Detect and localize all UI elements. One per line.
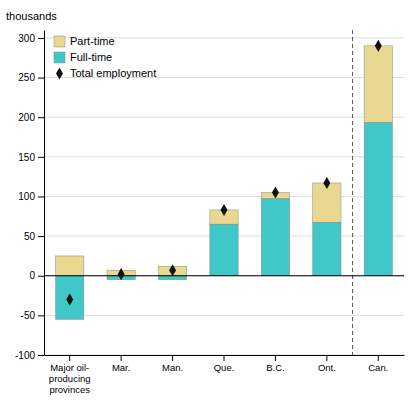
x-tick-mark — [121, 355, 122, 361]
y-tick: 50 — [24, 231, 44, 242]
bar — [364, 123, 392, 276]
x-tick-mark — [172, 355, 173, 361]
legend-swatch — [54, 36, 65, 47]
y-tick-label: -100 — [15, 350, 35, 361]
marker — [221, 204, 228, 216]
grid-line — [44, 315, 404, 316]
x-tick: Que. — [214, 355, 235, 373]
chart: -100 -50 0 50 100 150 200 250 300 Major oil-produ… — [0, 0, 416, 417]
bar — [210, 224, 238, 276]
y-tick: 100 — [18, 191, 44, 202]
point-series — [66, 40, 382, 306]
marker — [272, 186, 279, 198]
x-axis: Major oil-producingprovinces Mar. Man. Que.… — [45, 355, 405, 395]
x-tick-label: Can. — [368, 362, 388, 373]
y-tick-label: 150 — [18, 152, 35, 163]
bar-series — [56, 46, 393, 276]
y-axis-title: thousands — [6, 10, 57, 22]
marker — [375, 40, 382, 52]
y-axis: -100 -50 0 50 100 150 200 250 300 — [15, 31, 45, 361]
y-tick-mark — [38, 315, 44, 316]
y-tick: 150 — [18, 152, 44, 163]
y-tick-mark — [38, 78, 44, 79]
x-tick: Ont. — [318, 355, 336, 373]
y-tick-mark — [38, 236, 44, 237]
x-tick-mark — [224, 355, 225, 361]
x-tick-mark — [69, 355, 70, 361]
y-tick-mark — [38, 276, 44, 277]
bar — [261, 199, 289, 276]
x-tick-mark — [275, 355, 276, 361]
separator — [352, 30, 353, 355]
y-tick-label: 250 — [18, 72, 35, 83]
y-tick-mark — [38, 117, 44, 118]
y-tick-label: -50 — [21, 310, 36, 321]
bar — [56, 276, 84, 320]
grid-line — [44, 117, 404, 118]
bar-series — [56, 123, 393, 320]
y-tick-mark — [38, 157, 44, 158]
y-tick: 300 — [18, 33, 44, 44]
x-tick: Major oil-producingprovinces — [49, 355, 91, 395]
x-tick-label: Major oil-producingprovinces — [49, 362, 91, 395]
x-tick-label: Mar. — [112, 362, 130, 373]
x-tick: Man. — [162, 355, 183, 373]
legend-item: Full-time — [54, 51, 112, 63]
marker — [118, 268, 125, 280]
data — [44, 30, 404, 355]
legend: Part-time Full-time Total employment — [54, 35, 156, 79]
x-tick-mark — [378, 355, 379, 361]
marker — [66, 293, 73, 305]
x-tick-label: Ont. — [318, 362, 336, 373]
x-tick-label: B.C. — [266, 362, 284, 373]
y-tick-label: 100 — [18, 191, 35, 202]
x-tick: B.C. — [266, 355, 284, 373]
grid-line — [44, 156, 404, 157]
grid-line — [44, 196, 404, 197]
x-tick-mark — [326, 355, 327, 361]
y-tick: 0 — [29, 270, 44, 281]
legend-swatch — [54, 52, 65, 63]
y-tick-label: 50 — [24, 231, 36, 242]
marker — [169, 264, 176, 276]
y-tick-mark — [38, 355, 44, 356]
y-tick: -50 — [21, 310, 44, 321]
y-tick: 250 — [18, 72, 44, 83]
y-axis-line — [44, 31, 45, 356]
grid-line — [44, 275, 404, 276]
y-tick-mark — [38, 38, 44, 39]
legend-label: Total employment — [70, 67, 156, 79]
zero-line — [44, 275, 404, 276]
legend-label: Full-time — [70, 51, 112, 63]
y-tick: -100 — [15, 350, 44, 361]
grid — [44, 38, 404, 355]
bar — [56, 256, 84, 276]
y-tick-label: 300 — [18, 33, 35, 44]
marker — [323, 177, 330, 189]
x-tick: Mar. — [112, 355, 130, 373]
legend-label: Part-time — [70, 35, 115, 47]
bar — [313, 223, 341, 276]
bar — [364, 46, 392, 123]
legend-swatch — [56, 67, 63, 79]
x-tick-label: Que. — [214, 362, 235, 373]
legend-item: Total employment — [56, 67, 156, 79]
y-tick: 200 — [18, 112, 44, 123]
legend-item: Part-time — [54, 35, 115, 47]
plot: -100 -50 0 50 100 150 200 250 300 Major oil-produ… — [6, 10, 405, 395]
y-tick-label: 0 — [29, 270, 35, 281]
x-tick-label: Man. — [162, 362, 183, 373]
y-tick-label: 200 — [18, 112, 35, 123]
y-tick-mark — [38, 196, 44, 197]
x-tick: Can. — [368, 355, 388, 373]
